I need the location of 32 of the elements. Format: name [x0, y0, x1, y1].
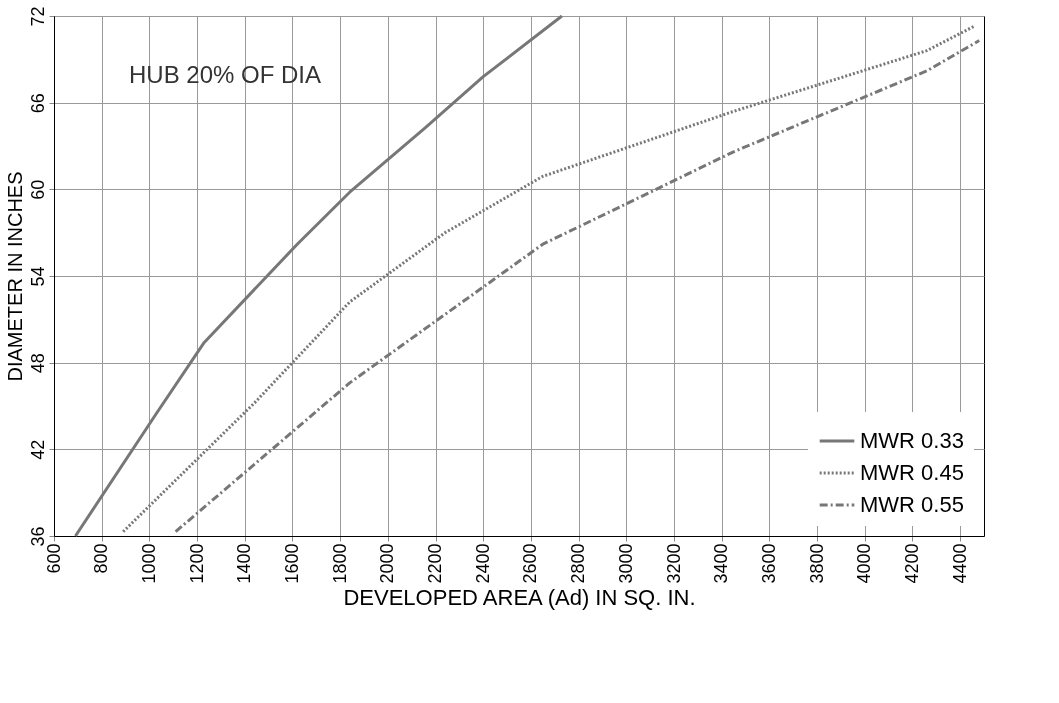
y-tick-label: 48 [27, 353, 48, 374]
x-tick-label: 2000 [377, 543, 398, 584]
x-tick-label: 1000 [138, 543, 159, 584]
x-tick-label: 4400 [949, 543, 970, 584]
x-tick-label: 1600 [281, 543, 302, 584]
y-tick-label: 42 [27, 439, 48, 460]
x-tick-label: 2600 [520, 543, 541, 584]
x-tick-label: 800 [91, 543, 112, 574]
y-tick-label: 60 [27, 179, 48, 200]
y-tick-label: 54 [27, 266, 48, 287]
x-axis-title: DEVELOPED AREA (Ad) IN SQ. IN. [343, 584, 696, 610]
y-axis-title: DIAMETER IN INCHES [3, 171, 26, 382]
x-tick-label: 4000 [854, 543, 875, 584]
x-tick-label: 3600 [758, 543, 779, 584]
y-tick-label: 66 [27, 93, 48, 114]
x-tick-label: 3200 [663, 543, 684, 584]
line-series [73, 14, 564, 538]
annotation: HUB 20% OF DIA [129, 61, 322, 88]
x-tick-label: 1400 [234, 543, 255, 584]
legend-label: MWR 0.33 [860, 428, 964, 453]
legend-label: MWR 0.45 [860, 460, 964, 485]
x-tick-label: 2200 [425, 543, 446, 584]
x-tick-label: 1200 [186, 543, 207, 584]
x-tick-label: 2400 [472, 543, 493, 584]
x-tick-label: 1800 [329, 543, 350, 584]
x-tick-label: 3400 [711, 543, 732, 584]
y-tick-label: 72 [27, 6, 48, 27]
x-tick-label: 3000 [615, 543, 636, 584]
legend-label: MWR 0.55 [860, 492, 964, 517]
x-tick-label: 3800 [806, 543, 827, 584]
x-tick-label: 2800 [568, 543, 589, 584]
x-tick-label: 4200 [901, 543, 922, 584]
